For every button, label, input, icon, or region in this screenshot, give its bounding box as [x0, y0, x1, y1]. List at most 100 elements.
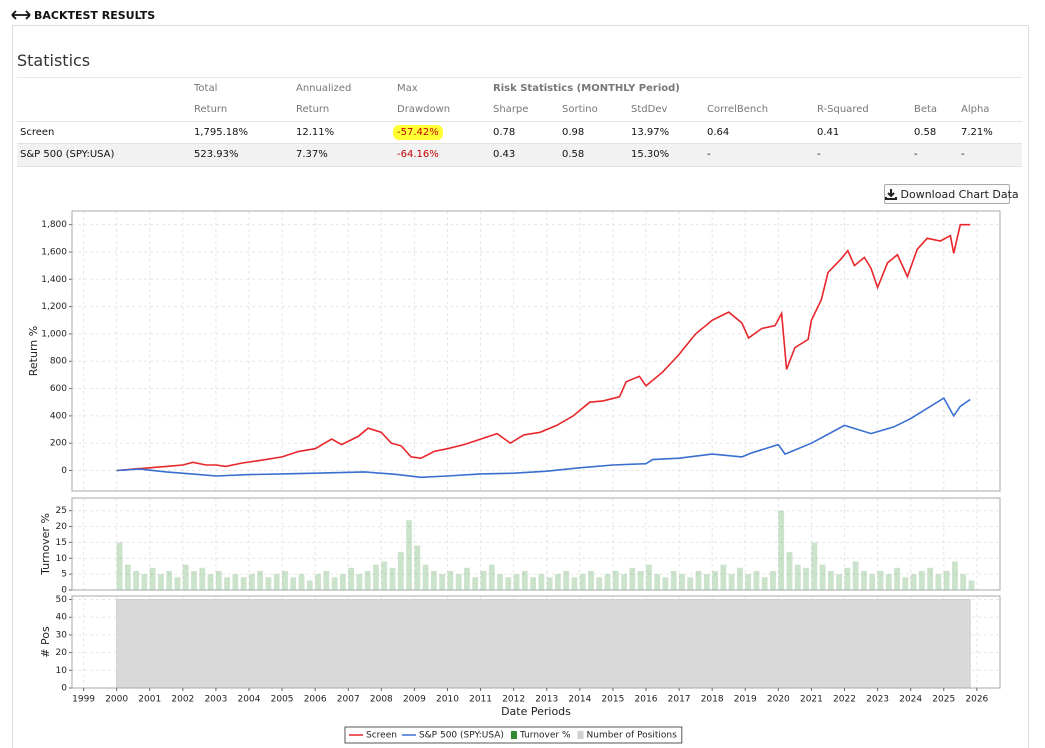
bar — [811, 542, 818, 590]
bar — [803, 567, 809, 590]
area-series — [116, 599, 971, 689]
bar — [927, 567, 934, 590]
plot-border — [71, 497, 1001, 591]
y-tick-label: 20 — [56, 522, 68, 532]
bar — [538, 574, 545, 590]
bar — [422, 564, 429, 590]
column-header: Sharpe — [493, 104, 529, 115]
bar — [943, 570, 950, 590]
bar — [215, 570, 222, 590]
bar — [695, 570, 702, 590]
bar — [455, 574, 462, 590]
cell: 7.21% — [961, 127, 993, 138]
download-button[interactable]: Download Chart Data — [884, 184, 1019, 204]
bar — [588, 570, 594, 590]
cell: 0.78 — [493, 127, 516, 138]
x-tick-label: 2016 — [635, 695, 658, 705]
bar — [306, 580, 313, 590]
y-axis-label: # Pos — [39, 626, 52, 658]
bar — [555, 574, 561, 590]
plot-area — [72, 498, 1000, 590]
bar — [778, 510, 785, 590]
bar — [852, 561, 859, 590]
column-header: CorrelBench — [707, 104, 769, 115]
legend-swatch — [510, 731, 517, 739]
x-tick-label: 2000 — [105, 695, 128, 705]
plot-border — [71, 210, 1001, 492]
x-tick-label: 2007 — [337, 695, 360, 705]
cell: 0.41 — [817, 127, 840, 138]
y-tick-label: 1,200 — [41, 302, 67, 312]
bar — [844, 567, 851, 590]
bar — [621, 574, 627, 590]
bar — [240, 577, 247, 590]
line-series — [116, 396, 971, 479]
y-tick-label: 0 — [61, 684, 67, 694]
bar — [497, 574, 503, 590]
x-axis-label: Date Periods — [501, 705, 571, 718]
legend-label: Screen — [366, 731, 397, 741]
column-header: StdDev — [631, 104, 668, 115]
bar — [364, 570, 371, 590]
line-series — [116, 223, 971, 472]
panel — [12, 25, 1029, 748]
y-tick-label: 30 — [56, 630, 68, 640]
y-tick-label: 600 — [50, 384, 67, 394]
bar — [918, 570, 925, 590]
cell: Screen — [20, 127, 55, 138]
y-tick-label: 10 — [56, 554, 68, 564]
column-header: Return — [194, 104, 228, 115]
column-header: Beta — [914, 104, 938, 115]
bar — [753, 570, 760, 590]
bar — [323, 570, 330, 590]
y-tick-label: 1,000 — [41, 329, 67, 339]
column-header: Return — [296, 104, 330, 115]
bar — [819, 564, 826, 590]
bar — [141, 574, 148, 590]
bar — [579, 574, 586, 590]
bar — [521, 570, 528, 590]
bar — [902, 577, 909, 590]
cell: 7.37% — [296, 149, 328, 160]
cell: S&P 500 (SPY:USA) — [20, 149, 115, 160]
header-top: Max — [397, 83, 418, 94]
bar — [571, 577, 578, 590]
bar — [232, 574, 239, 590]
y-tick-label: 200 — [50, 439, 67, 449]
y-axis-label: Return % — [27, 326, 40, 376]
bar — [430, 570, 437, 590]
cell: 0.58 — [914, 127, 937, 138]
cell: 15.30% — [631, 149, 670, 160]
bar — [174, 577, 181, 590]
bar — [794, 564, 801, 590]
bar — [199, 567, 206, 590]
bar — [439, 574, 446, 590]
cell: 0.64 — [707, 127, 730, 138]
bar — [761, 577, 768, 590]
bar — [679, 574, 685, 590]
bar — [290, 577, 297, 590]
rule — [17, 121, 1022, 122]
y-tick-label: 0 — [61, 586, 67, 596]
bar — [654, 574, 661, 590]
back-icon[interactable] — [10, 6, 40, 26]
plot-area — [72, 211, 1000, 491]
cell: -64.16% — [397, 149, 439, 160]
bar — [935, 574, 942, 590]
bar — [447, 570, 454, 590]
y-tick-label: 50 — [56, 595, 68, 605]
x-tick-label: 2021 — [800, 695, 823, 705]
bar — [397, 551, 404, 590]
bar — [736, 567, 743, 590]
bar — [158, 574, 164, 590]
column-header: Sortino — [562, 104, 598, 115]
bar — [480, 570, 487, 590]
bar — [894, 567, 900, 590]
bar — [116, 542, 123, 590]
bar — [836, 574, 843, 590]
cell: 0.58 — [562, 149, 585, 160]
column-header: R-Squared — [817, 104, 869, 115]
x-tick-label: 2013 — [535, 695, 558, 705]
